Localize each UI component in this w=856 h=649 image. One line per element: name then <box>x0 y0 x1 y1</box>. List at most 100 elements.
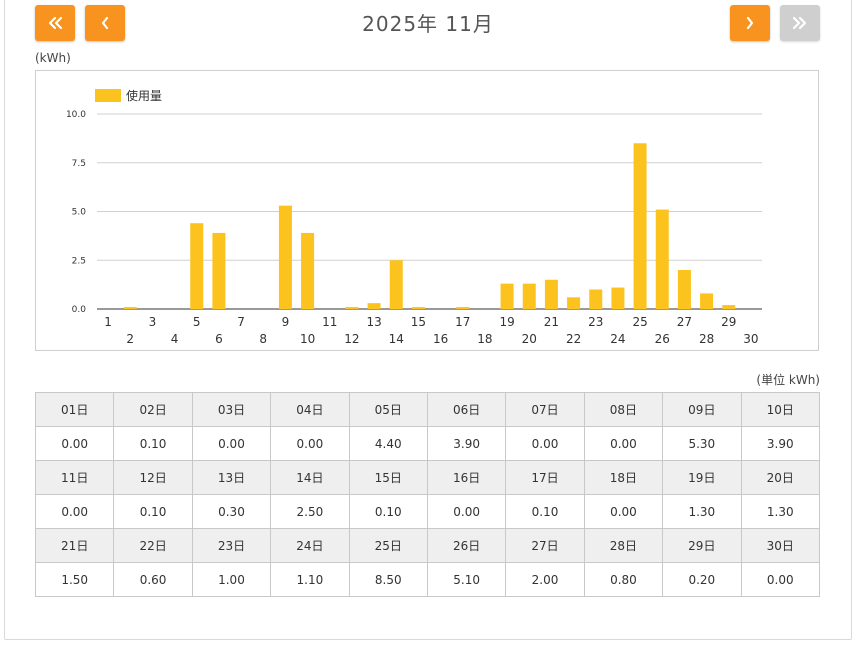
double-chevron-left-icon <box>48 16 63 30</box>
x-tick-label: 18 <box>477 332 492 346</box>
table-value-cell: 0.00 <box>34 494 115 529</box>
table-day-cell: 11日 <box>34 460 115 495</box>
table-value-cell: 0.20 <box>662 562 742 597</box>
x-tick-label: 24 <box>610 332 625 346</box>
table-day-row: 21日 22日 23日 24日 25日 26日 27日 28日 29日 30日 <box>34 528 821 563</box>
x-tick-label: 19 <box>499 315 514 329</box>
table-value-cell: 0.80 <box>583 562 664 597</box>
chevron-right-icon <box>746 16 754 30</box>
x-tick-label: 30 <box>743 332 758 346</box>
table-value-row: 0.00 0.10 0.00 0.00 4.40 3.90 0.00 0.00 5.30 3.90 <box>34 426 821 461</box>
table-value-cell: 0.10 <box>348 494 428 529</box>
table-value-cell: 3.90 <box>426 426 507 461</box>
bar-day-17 <box>456 307 470 309</box>
table-value-row: 0.00 0.10 0.30 2.50 0.10 0.00 0.10 0.00 1.30 1.30 <box>34 494 821 529</box>
bar-day-13 <box>367 303 381 309</box>
table-day-row: 11日 12日 13日 14日 15日 16日 17日 18日 19日 20日 <box>34 460 821 495</box>
bar-day-12 <box>345 307 359 309</box>
table-value-cell: 1.30 <box>740 494 821 529</box>
table-value-cell: 4.40 <box>348 426 428 461</box>
y-tick-label: 5.0 <box>72 208 87 218</box>
x-tick-label: 25 <box>632 315 647 329</box>
table-day-cell: 26日 <box>426 528 507 563</box>
table-day-cell: 28日 <box>583 528 664 563</box>
x-tick-label: 29 <box>721 315 736 329</box>
table-day-cell: 02日 <box>113 392 193 427</box>
table-day-cell: 04日 <box>270 392 350 427</box>
table-day-cell: 27日 <box>505 528 585 563</box>
table-value-cell: 5.10 <box>426 562 507 597</box>
x-tick-label: 13 <box>366 315 381 329</box>
x-tick-label: 28 <box>699 332 714 346</box>
previous-month-button[interactable] <box>85 5 125 41</box>
table-value-cell: 0.00 <box>505 426 585 461</box>
table-value-cell: 1.10 <box>270 562 350 597</box>
table-day-cell: 25日 <box>348 528 428 563</box>
table-value-cell: 1.00 <box>191 562 272 597</box>
double-chevron-right-icon <box>792 16 807 30</box>
table-value-cell: 1.50 <box>34 562 115 597</box>
bar-day-10 <box>301 232 315 309</box>
table-day-cell: 18日 <box>583 460 664 495</box>
table-value-cell: 0.00 <box>583 494 664 529</box>
table-day-cell: 13日 <box>191 460 272 495</box>
table-value-cell: 1.30 <box>662 494 742 529</box>
bar-day-20 <box>522 283 536 309</box>
y-tick-label: 10.0 <box>66 110 86 120</box>
table-day-cell: 07日 <box>505 392 585 427</box>
usage-bar-chart: 0.02.55.07.510.0123456789101112131415161… <box>66 88 762 346</box>
x-tick-label: 2 <box>126 332 134 346</box>
table-day-cell: 23日 <box>191 528 272 563</box>
bar-day-27 <box>677 270 691 309</box>
table-value-cell: 0.10 <box>113 426 193 461</box>
bar-day-9 <box>278 205 292 309</box>
x-tick-label: 7 <box>237 315 245 329</box>
table-day-row: 01日 02日 03日 04日 05日 06日 07日 08日 09日 10日 <box>34 392 821 427</box>
table-unit-label: (単位 kWh) <box>756 373 820 387</box>
x-tick-label: 6 <box>215 332 223 346</box>
page-title: 2025年 11月 <box>362 12 494 36</box>
table-day-cell: 16日 <box>426 460 507 495</box>
x-tick-label: 3 <box>149 315 157 329</box>
table-day-cell: 29日 <box>662 528 742 563</box>
bar-day-5 <box>190 223 204 309</box>
bar-day-2 <box>123 307 137 309</box>
x-tick-label: 26 <box>655 332 670 346</box>
table-day-cell: 17日 <box>505 460 585 495</box>
x-tick-label: 15 <box>411 315 426 329</box>
bar-day-22 <box>567 297 581 309</box>
bar-day-6 <box>212 232 226 309</box>
table-value-cell: 3.90 <box>740 426 821 461</box>
table-day-cell: 03日 <box>191 392 272 427</box>
table-value-cell: 2.50 <box>270 494 350 529</box>
x-tick-label: 27 <box>677 315 692 329</box>
first-month-button[interactable] <box>35 5 75 41</box>
x-tick-label: 9 <box>282 315 290 329</box>
x-tick-label: 1 <box>104 315 112 329</box>
bar-day-19 <box>500 283 514 309</box>
x-tick-label: 11 <box>322 315 337 329</box>
chevron-left-icon <box>101 16 109 30</box>
table-value-cell: 0.10 <box>113 494 193 529</box>
x-tick-label: 5 <box>193 315 201 329</box>
table-value-cell: 0.00 <box>740 562 821 597</box>
chart-unit-label: (kWh) <box>35 51 71 65</box>
x-tick-label: 20 <box>522 332 537 346</box>
legend-label: 使用量 <box>126 88 162 103</box>
x-tick-label: 4 <box>171 332 179 346</box>
x-tick-label: 17 <box>455 315 470 329</box>
last-month-button <box>780 5 820 41</box>
table-day-cell: 20日 <box>740 460 821 495</box>
legend-swatch <box>95 89 121 102</box>
x-tick-label: 14 <box>389 332 404 346</box>
table-day-cell: 12日 <box>113 460 193 495</box>
x-tick-label: 12 <box>344 332 359 346</box>
table-day-cell: 30日 <box>740 528 821 563</box>
bar-day-26 <box>655 209 669 309</box>
table-value-cell: 0.00 <box>270 426 350 461</box>
table-day-cell: 14日 <box>270 460 350 495</box>
table-value-cell: 5.30 <box>662 426 742 461</box>
next-month-button[interactable] <box>730 5 770 41</box>
bar-day-15 <box>411 307 425 309</box>
table-value-row: 1.50 0.60 1.00 1.10 8.50 5.10 2.00 0.80 0.20 0.00 <box>34 562 821 597</box>
